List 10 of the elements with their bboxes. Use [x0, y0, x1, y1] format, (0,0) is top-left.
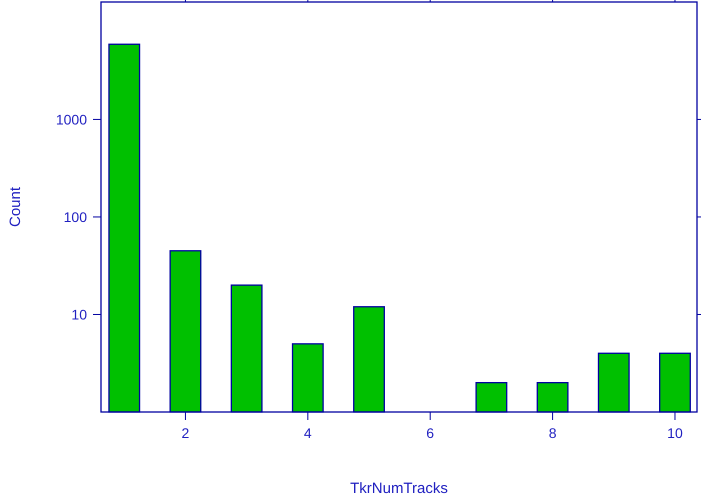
x-tick-label: 6	[426, 425, 434, 441]
y-axis-title: Count	[7, 186, 24, 228]
y-tick-label: 10	[71, 306, 88, 322]
y-tick-label: 100	[64, 208, 88, 225]
x-tick-label: 2	[182, 425, 190, 441]
x-tick-label: 10	[667, 425, 683, 441]
x-tick-label: 8	[548, 425, 557, 441]
x-axis-title: TkrNumTracks	[350, 480, 448, 497]
x-tick-label: 4	[304, 425, 312, 441]
y-tick-label: 1000	[56, 111, 88, 128]
